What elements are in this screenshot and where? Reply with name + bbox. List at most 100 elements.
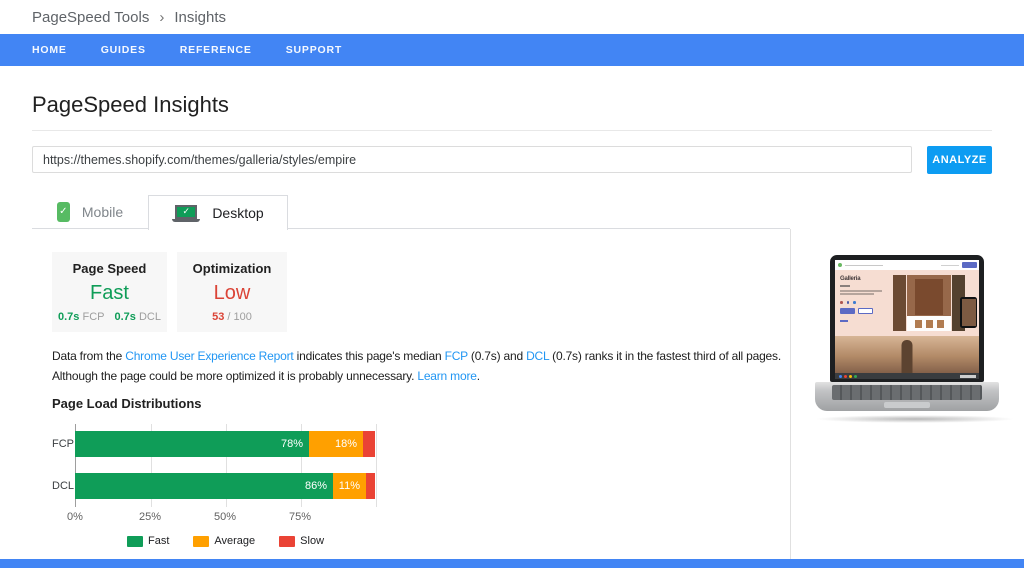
axis-tick-label: 25%: [138, 511, 162, 523]
legend-label: Slow: [300, 535, 325, 547]
legend-swatch: [126, 535, 143, 547]
summary-text-segment: (0.7s) ranks it in the fastest third of …: [549, 349, 781, 363]
summary-text-segment: Data from the: [52, 349, 126, 363]
chart-grid: [75, 424, 377, 507]
gridline: [376, 424, 377, 507]
chart-row-label: DCL: [52, 480, 75, 492]
bar-segment-fast: 78%: [75, 431, 309, 457]
summary-text: Data from the Chrome User Experience Rep…: [52, 346, 781, 386]
preview-header-button: [962, 262, 977, 268]
chrome-ux-report-link[interactable]: Chrome User Experience Report: [125, 349, 294, 363]
bar-value-label: 86%: [304, 480, 327, 492]
preview-logo: [838, 263, 842, 267]
bar-track: 86% 11%: [75, 473, 375, 499]
breadcrumb: PageSpeed Tools › Insights: [0, 0, 1024, 34]
top-nav: HOME GUIDES REFERENCE SUPPORT: [0, 34, 1024, 66]
laptop-base: [815, 382, 999, 411]
preview-product-collage: [893, 275, 965, 331]
optimization-score-value: 53: [212, 311, 225, 323]
preview-hero: Galleria: [835, 270, 979, 336]
bar-segment-average: 11%: [333, 473, 366, 499]
legend-swatch: [193, 535, 210, 547]
chart-row-dcl: DCL 86% 11%: [52, 473, 375, 499]
page-speed-metrics: 0.7s FCP 0.7s DCL: [58, 311, 161, 323]
website-screenshot: Galleria: [835, 260, 979, 379]
breadcrumb-root[interactable]: PageSpeed Tools: [32, 8, 150, 26]
bar-segment-fast: 86%: [75, 473, 333, 499]
tab-mobile-label: Mobile: [81, 204, 124, 220]
learn-more-link[interactable]: Learn more: [417, 369, 477, 383]
optimization-rating: Low: [213, 282, 251, 304]
gridline: [151, 424, 152, 507]
legend-item-fast: Fast: [126, 535, 169, 547]
optimization-card-title: Optimization: [192, 261, 272, 276]
chart-x-axis: 0% 25% 50% 75%: [52, 511, 376, 527]
legend-item-slow: Slow: [279, 535, 324, 547]
chart-title: Page Load Distributions: [52, 396, 202, 411]
bar-value-label: 78%: [280, 438, 303, 450]
gridline: [226, 424, 227, 507]
page-speed-card: Page Speed Fast 0.7s FCP 0.7s DCL: [52, 252, 167, 332]
summary-text-segment: indicates this page's median: [293, 349, 445, 363]
preview-nav-right: [941, 264, 959, 266]
summary-text-segment: .: [476, 369, 480, 383]
bar-value-label: 11%: [338, 480, 360, 492]
url-input[interactable]: [32, 146, 912, 173]
gridline: [301, 424, 302, 507]
page-title: PageSpeed Insights: [32, 92, 229, 117]
breadcrumb-current: Insights: [174, 8, 227, 26]
summary-text-segment: (0.7s) and: [467, 349, 527, 363]
fcp-value: 0.7s: [58, 311, 80, 323]
fcp-label: FCP: [82, 311, 105, 323]
page-speed-rating: Fast: [90, 282, 129, 304]
legend-item-average: Average: [193, 535, 255, 547]
laptop-screen: Galleria: [830, 255, 984, 382]
axis-tick-label: 0%: [67, 511, 83, 523]
preview-site-title: Galleria: [840, 276, 861, 282]
bar-value-label: 18%: [334, 438, 357, 450]
preview-taskbar: [835, 373, 979, 379]
preview-swatches: [840, 301, 856, 304]
page-speed-card-title: Page Speed: [72, 261, 147, 276]
breadcrumb-separator-icon: ›: [159, 8, 165, 26]
bar-segment-average: 18%: [309, 431, 363, 457]
summary-text-segment: Although the page could be more optimize…: [52, 369, 418, 383]
mobile-phone-icon: ✓: [56, 202, 70, 222]
optimization-score: 53 / 100: [212, 311, 252, 323]
laptop-preview-image: Galleria: [815, 255, 1015, 423]
dcl-value: 0.7s: [114, 311, 136, 323]
page-load-distributions-chart: FCP 78% 18% DCL 86% 11% 0% 25% 50% 75% Fast Avera…: [52, 424, 377, 547]
chart-plot: FCP 78% 18% DCL 86% 11%: [52, 424, 377, 507]
bar-segment-slow: [366, 473, 375, 499]
nav-item-support[interactable]: SUPPORT: [285, 44, 343, 56]
legend-label: Average: [214, 535, 256, 547]
dcl-link[interactable]: DCL: [526, 349, 550, 363]
preview-wallpaper: [835, 336, 979, 373]
preview-phone: [960, 297, 977, 328]
fcp-link[interactable]: FCP: [444, 349, 468, 363]
axis-tick-label: 50%: [213, 511, 237, 523]
chart-row-fcp: FCP 78% 18%: [52, 431, 375, 457]
optimization-card: Optimization Low 53 / 100: [177, 252, 287, 332]
tab-desktop-label: Desktop: [212, 205, 264, 221]
laptop-shadow: [815, 415, 1015, 423]
device-tabs: ✓ Mobile ✓ Desktop: [32, 195, 790, 230]
chart-row-label: FCP: [52, 438, 74, 450]
summary-line: Although the page could be more optimize…: [52, 366, 781, 386]
desktop-laptop-icon: ✓: [172, 204, 201, 222]
tab-desktop[interactable]: ✓ Desktop: [148, 195, 288, 230]
analyze-button[interactable]: ANALYZE: [927, 146, 992, 174]
preview-buttons: [840, 308, 873, 314]
tab-mobile[interactable]: ✓ Mobile: [32, 195, 148, 229]
dcl-label: DCL: [138, 311, 161, 323]
nav-item-home[interactable]: HOME: [32, 44, 67, 56]
nav-item-guides[interactable]: GUIDES: [100, 44, 146, 56]
bar-track: 78% 18%: [75, 431, 375, 457]
preview-panel: Galleria: [790, 229, 1024, 560]
footer-bar: [0, 559, 1024, 568]
optimization-score-suffix: / 100: [227, 311, 252, 323]
nav-item-reference[interactable]: REFERENCE: [179, 44, 252, 56]
summary-line: Data from the Chrome User Experience Rep…: [52, 346, 781, 366]
preview-site-header: [835, 260, 979, 270]
